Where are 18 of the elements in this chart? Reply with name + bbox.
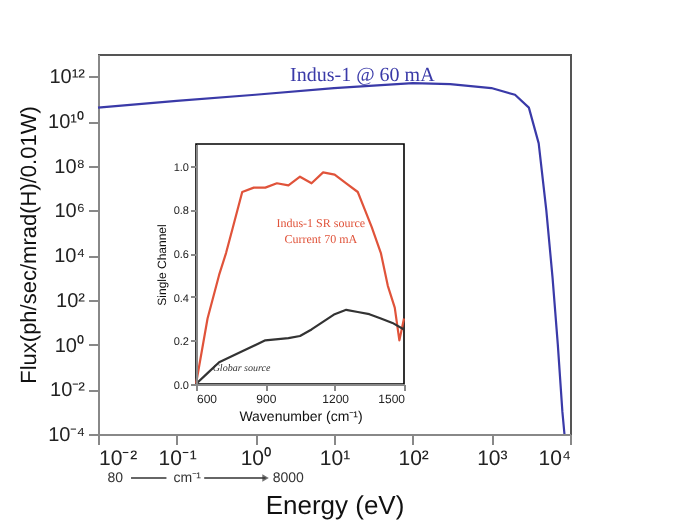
y-tick-label: 10² <box>56 290 87 313</box>
x-tick-label: 10⁻² <box>99 447 139 471</box>
y-tick-label: 10¹² <box>49 67 87 90</box>
x-tick-label: 10⁰ <box>240 447 273 471</box>
x-tick-label: 10³ <box>477 447 509 471</box>
y-tick-label: 10¹⁰ <box>48 110 85 135</box>
x-tick-label: 10⁴ <box>538 447 571 471</box>
x-tick-label: 10¹ <box>319 447 352 471</box>
y-tick-label: 10⁴ <box>54 246 85 269</box>
series-label: Indus-1 @ 60 mA <box>290 64 437 87</box>
y-tick-label: 10⁶ <box>54 201 85 224</box>
x-tick-label: 10⁻¹ <box>158 447 198 471</box>
x-axis-title: Energy (eV) <box>265 490 405 520</box>
y-tick-label: 10⁸ <box>54 156 85 179</box>
y-tick-label: 10⁻⁴ <box>48 425 85 447</box>
x-tick-label: 10² <box>398 447 430 471</box>
y-axis-title: Flux(ph/sec/mrad(H)/0.01W) <box>18 106 43 384</box>
y-tick-label: 10⁰ <box>54 333 85 358</box>
